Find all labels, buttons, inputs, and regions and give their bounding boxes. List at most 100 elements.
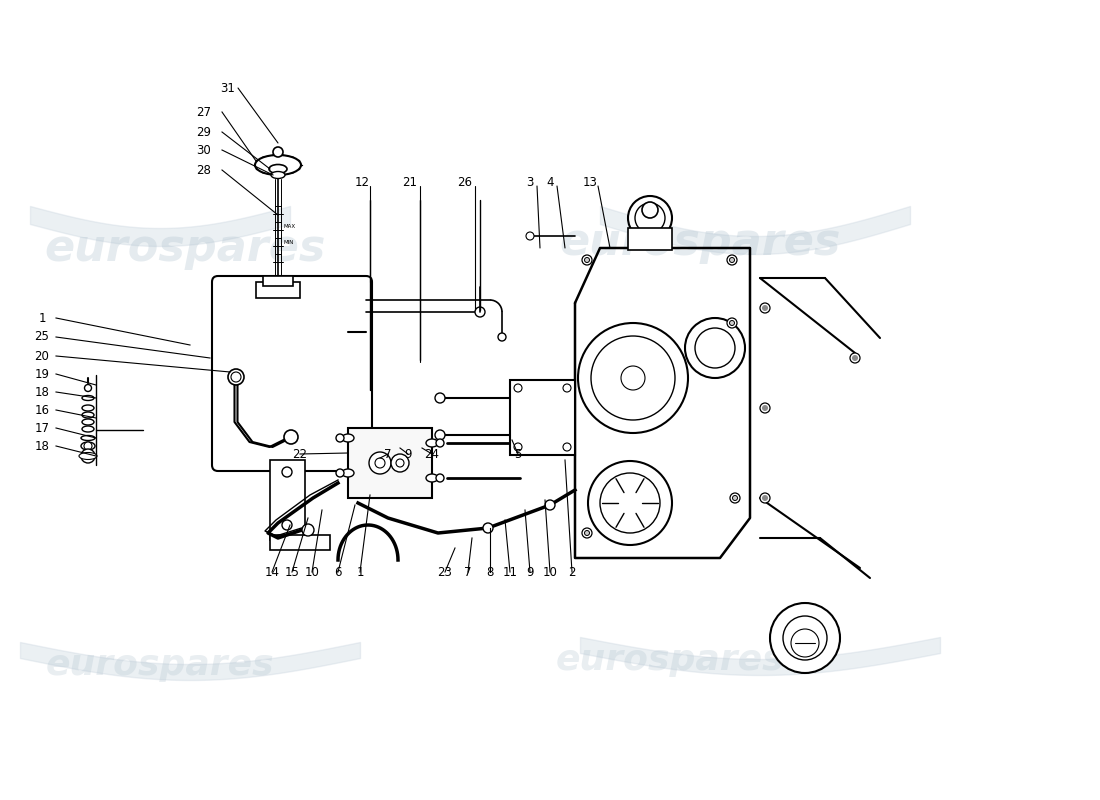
Circle shape (436, 439, 444, 447)
Circle shape (282, 520, 292, 530)
Circle shape (850, 353, 860, 363)
Text: 4: 4 (547, 175, 553, 189)
Text: 3: 3 (526, 175, 534, 189)
Circle shape (84, 442, 92, 450)
Circle shape (231, 372, 241, 382)
Text: 1: 1 (39, 311, 46, 325)
Text: eurospares: eurospares (44, 226, 326, 270)
Text: 26: 26 (458, 175, 473, 189)
Circle shape (733, 495, 737, 501)
Text: 30: 30 (197, 143, 211, 157)
Circle shape (852, 355, 858, 361)
Circle shape (685, 318, 745, 378)
Circle shape (760, 303, 770, 313)
Text: 19: 19 (34, 367, 50, 381)
Ellipse shape (79, 453, 97, 459)
Ellipse shape (82, 412, 94, 418)
Text: 2: 2 (569, 566, 575, 578)
Circle shape (600, 473, 660, 533)
Circle shape (375, 458, 385, 468)
Circle shape (475, 307, 485, 317)
Ellipse shape (82, 395, 94, 401)
Circle shape (514, 384, 522, 392)
Circle shape (396, 459, 404, 467)
Text: 18: 18 (34, 386, 50, 398)
Circle shape (85, 385, 91, 391)
Text: 25: 25 (34, 330, 50, 343)
Circle shape (434, 430, 446, 440)
Text: 15: 15 (285, 566, 299, 578)
Circle shape (284, 430, 298, 444)
Circle shape (514, 443, 522, 451)
Ellipse shape (273, 147, 283, 157)
Circle shape (544, 500, 556, 510)
Bar (263, 276, 293, 286)
Text: 29: 29 (197, 126, 211, 138)
Circle shape (584, 258, 590, 262)
Circle shape (582, 528, 592, 538)
Text: 13: 13 (583, 175, 597, 189)
Text: 23: 23 (438, 566, 452, 578)
Text: 31: 31 (221, 82, 235, 94)
Circle shape (762, 406, 768, 410)
Circle shape (483, 523, 493, 533)
Circle shape (729, 258, 735, 262)
Circle shape (302, 524, 313, 536)
Bar (270, 460, 305, 540)
Circle shape (584, 530, 590, 535)
Circle shape (282, 467, 292, 477)
Circle shape (730, 493, 740, 503)
Ellipse shape (270, 165, 287, 174)
Ellipse shape (642, 202, 658, 218)
Circle shape (727, 255, 737, 265)
Text: 11: 11 (503, 566, 517, 578)
Bar (256, 282, 300, 298)
Text: 8: 8 (486, 566, 494, 578)
Circle shape (526, 232, 534, 240)
Ellipse shape (82, 426, 94, 432)
Circle shape (336, 469, 344, 477)
Text: MAX: MAX (283, 225, 295, 230)
Bar (510, 380, 575, 455)
Ellipse shape (426, 474, 438, 482)
Text: 12: 12 (354, 175, 370, 189)
Text: 21: 21 (403, 175, 418, 189)
Ellipse shape (342, 469, 354, 477)
Text: 22: 22 (293, 447, 308, 461)
Ellipse shape (81, 435, 95, 441)
Circle shape (578, 323, 688, 433)
Ellipse shape (81, 442, 95, 450)
Ellipse shape (82, 405, 94, 411)
Circle shape (729, 321, 735, 326)
Text: 16: 16 (34, 403, 50, 417)
Text: 1: 1 (356, 566, 364, 578)
Circle shape (770, 603, 840, 673)
Circle shape (791, 629, 820, 657)
Text: eurospares: eurospares (46, 648, 274, 682)
Ellipse shape (271, 171, 285, 178)
Bar (348, 428, 432, 498)
Ellipse shape (255, 155, 301, 175)
Text: 17: 17 (34, 422, 50, 434)
Circle shape (621, 366, 645, 390)
Circle shape (368, 452, 390, 474)
Circle shape (635, 203, 666, 233)
Circle shape (695, 328, 735, 368)
Text: 10: 10 (542, 566, 558, 578)
Circle shape (436, 474, 444, 482)
Text: 18: 18 (34, 439, 50, 453)
Ellipse shape (342, 434, 354, 442)
Circle shape (336, 434, 344, 442)
Circle shape (563, 443, 571, 451)
Circle shape (591, 336, 675, 420)
Bar (628, 228, 672, 250)
Circle shape (563, 384, 571, 392)
Ellipse shape (426, 439, 438, 447)
Circle shape (588, 461, 672, 545)
Circle shape (390, 454, 409, 472)
Text: 7: 7 (464, 566, 472, 578)
Text: 9: 9 (405, 447, 411, 461)
Circle shape (762, 495, 768, 501)
Circle shape (727, 318, 737, 328)
Circle shape (582, 255, 592, 265)
